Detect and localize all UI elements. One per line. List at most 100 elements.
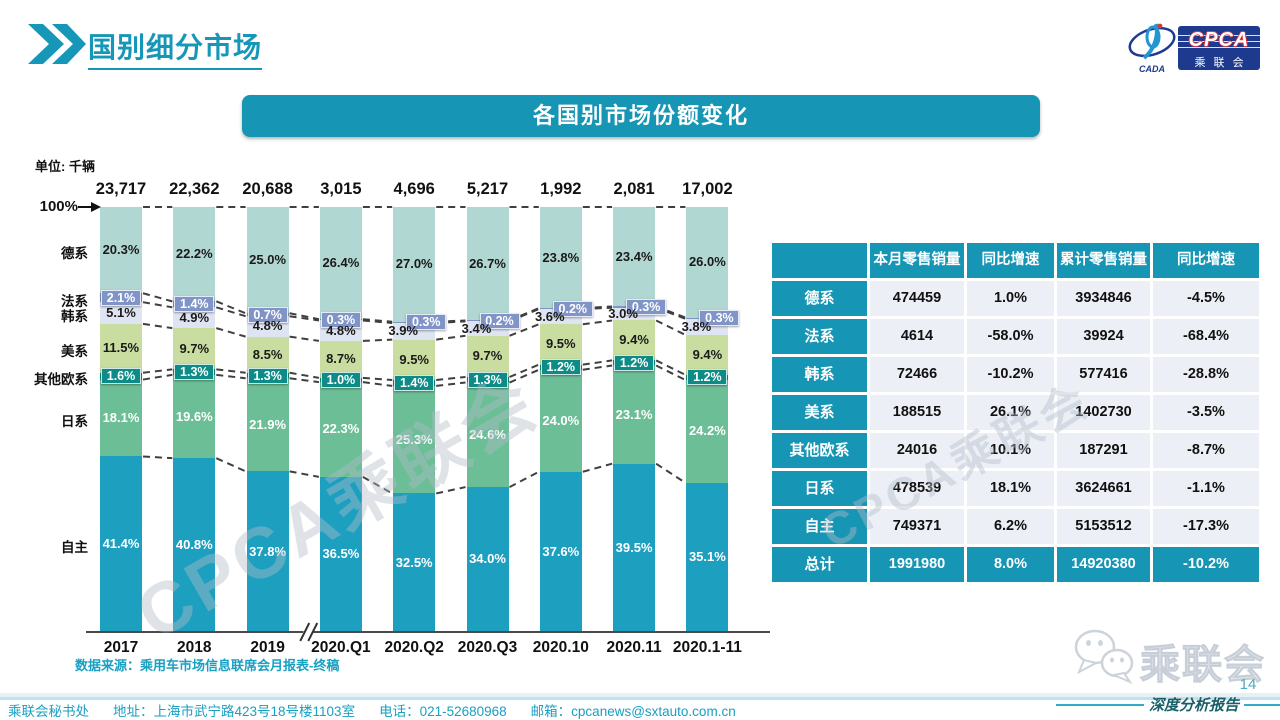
pct-box-其他欧系: 1.4% (394, 374, 435, 391)
logo-stripe (1178, 41, 1260, 42)
bar-total-label: 23,717 (95, 180, 147, 198)
pct-label-自主: 40.8% (175, 536, 213, 552)
pct-label-德系: 26.4% (322, 255, 360, 271)
unit-label: 单位: 千辆 (35, 159, 95, 174)
footer-email: 邮箱：cpcanews@sxtauto.com.cn (530, 704, 736, 719)
pct-label-美系: 8.5% (252, 346, 283, 362)
segment-美系 (539, 324, 582, 365)
segment-美系 (393, 339, 436, 380)
segment-自主 (173, 458, 216, 632)
segment-韩系 (173, 307, 216, 329)
pct-label-日系: 19.6% (175, 408, 213, 424)
bar-total-label: 5,217 (466, 180, 509, 198)
pct-box-其他欧系: 1.3% (467, 371, 508, 388)
bar-total-label: 20,688 (242, 180, 293, 198)
bar-total-label: 22,362 (169, 180, 220, 198)
logo-stripe (1178, 35, 1260, 36)
pct-box-法系: 0.7% (247, 306, 288, 323)
pct-label-日系: 23.1% (615, 406, 653, 422)
table-cell: -68.4% (1153, 319, 1259, 354)
pct-box-其他欧系: 1.2% (614, 354, 655, 371)
x-axis-label: 2018 (177, 639, 212, 656)
pct-label-德系: 22.2% (175, 246, 213, 262)
segment-德系 (539, 207, 582, 309)
segment-德系 (173, 207, 216, 302)
table-header-cell: 同比增速 (967, 243, 1054, 278)
pct-box-法系: 1.4% (174, 296, 215, 313)
pct-box-其他欧系: 1.2% (687, 369, 728, 386)
table-cell: 187291 (1057, 433, 1150, 468)
pct-box-其他欧系: 1.0% (320, 371, 361, 388)
table-cell: 577416 (1057, 357, 1150, 392)
pct-label-德系: 26.7% (469, 255, 506, 271)
segment-自主 (246, 471, 289, 632)
report-tagline: 深度分析报告 (1056, 694, 1280, 715)
segment-自主 (466, 487, 509, 632)
segment-德系 (246, 207, 289, 314)
x-axis-label: 2020.Q1 (311, 639, 371, 656)
segment-日系 (686, 379, 729, 483)
segment-日系 (319, 382, 362, 477)
pct-label-韩系: 4.8% (326, 322, 356, 338)
logo-stripe (1178, 47, 1260, 48)
pct-label-日系: 24.6% (469, 426, 506, 442)
series-label-日系: 日系 (61, 414, 88, 429)
pct-label-自主: 41.4% (102, 536, 140, 552)
pct-label-美系: 9.7% (179, 340, 210, 356)
segment-美系 (100, 323, 142, 373)
table-row-label-法系: 法系 (772, 319, 867, 354)
x-axis-label: 2017 (103, 639, 139, 656)
segment-美系 (319, 340, 362, 378)
pct-box-其他欧系: 1.6% (101, 368, 141, 385)
table-cell: 4614 (870, 319, 964, 354)
segment-德系 (686, 207, 729, 318)
table-row-label-日系: 日系 (772, 471, 867, 506)
table-cell: -10.2% (967, 357, 1054, 392)
cpca-logo: CADA CPCA 乘联会 (1126, 20, 1264, 78)
tagline-right-line (1244, 703, 1280, 706)
series-label-法系: 法系 (61, 293, 88, 309)
pct-label-德系: 27.0% (395, 256, 433, 272)
pct-label-韩系: 3.6% (534, 308, 565, 324)
pct-label-自主: 35.1% (688, 549, 726, 565)
chart-title-banner: 各国别市场份额变化 (242, 95, 1040, 137)
pct-label-美系: 11.5% (102, 340, 140, 356)
table-header-cell (772, 243, 867, 278)
pct-box-法系: 0.3% (320, 311, 361, 328)
pct-label-美系: 9.5% (545, 336, 576, 352)
table-cell: 72466 (870, 357, 964, 392)
pct-label-美系: 9.7% (472, 348, 503, 364)
stacked-share-chart: 单位: 千辆 100% 数据来源：乘用车市场信息联席会月报表-终稿 CPCA乘联… (30, 150, 790, 698)
series-label-自主: 自主 (61, 540, 88, 556)
tagline-left-line (1056, 703, 1144, 706)
table-header-cell: 本月零售销量 (870, 243, 964, 278)
x-axis-label: 2020.11 (606, 639, 662, 656)
pct-label-韩系: 3.4% (461, 320, 492, 336)
segment-美系 (686, 334, 729, 375)
cada-text: CADA (1139, 64, 1165, 74)
segment-日系 (539, 369, 582, 472)
bar-2020.10 (539, 207, 582, 632)
bar-2020.Q1 (319, 207, 362, 632)
pct-label-自主: 37.6% (542, 543, 580, 559)
table-cell: 749371 (870, 509, 964, 544)
bar-total-label: 4,696 (393, 180, 435, 198)
table-cell: 1.0% (967, 281, 1054, 316)
x-axis-label: 2019 (250, 639, 285, 656)
footer-phone: 电话：021-52680968 (379, 704, 507, 719)
wechat-bubbles-icon (1074, 629, 1134, 685)
table-cell: 1991980 (870, 547, 964, 582)
table-cell: -10.2% (1153, 547, 1259, 582)
pct-label-日系: 18.1% (102, 410, 140, 425)
table-cell: -3.5% (1153, 395, 1259, 430)
table-row-label-韩系: 韩系 (772, 357, 867, 392)
table-cell: 24016 (870, 433, 964, 468)
segment-美系 (613, 320, 656, 361)
pct-label-德系: 26.0% (688, 254, 726, 270)
segment-自主 (613, 463, 656, 632)
segment-自主 (686, 482, 729, 632)
segment-日系 (100, 379, 142, 457)
pct-box-其他欧系: 1.3% (174, 364, 215, 381)
pct-label-韩系: 3.8% (681, 318, 712, 334)
table-cell: 18.1% (967, 471, 1054, 506)
